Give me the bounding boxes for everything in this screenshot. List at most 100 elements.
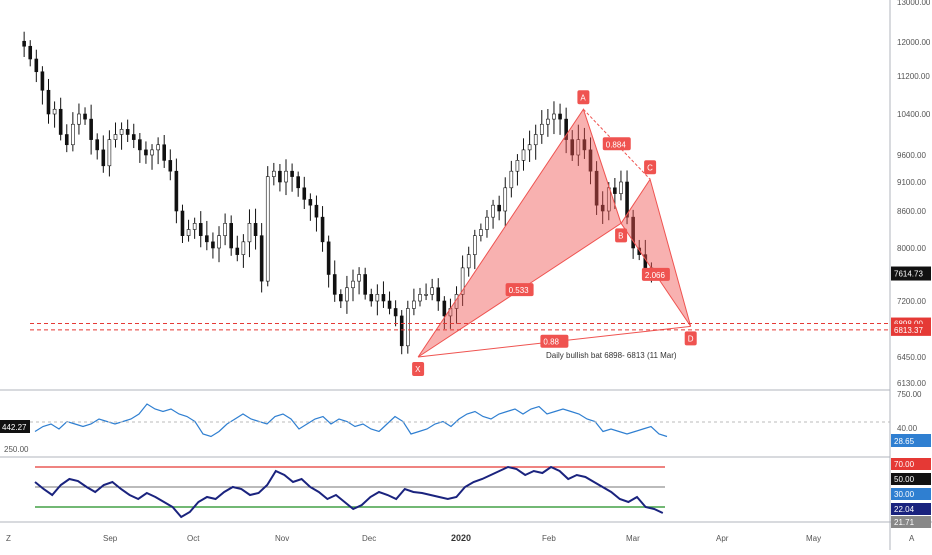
candle-body bbox=[192, 223, 197, 230]
candle-body bbox=[64, 134, 69, 146]
oscillator2: 70.00 50.00 30.00 22.04 21.71 bbox=[34, 458, 931, 528]
pattern-point-label: X bbox=[415, 365, 421, 374]
candle-body bbox=[296, 176, 300, 189]
oscillator2-line bbox=[34, 465, 664, 519]
candle-body bbox=[497, 204, 501, 212]
candle-body bbox=[77, 113, 81, 125]
time-label-sep: Sep bbox=[103, 534, 118, 543]
candle-body bbox=[479, 229, 483, 236]
timezone-button[interactable]: Z bbox=[6, 534, 11, 543]
candle-body bbox=[552, 113, 556, 120]
ratio-label: 2.066 bbox=[645, 271, 666, 280]
xab-triangle bbox=[417, 108, 622, 358]
candle-body bbox=[619, 181, 623, 194]
ratio-badge bbox=[505, 283, 534, 297]
candle-body bbox=[259, 235, 264, 282]
candle-body bbox=[83, 113, 87, 120]
osc2-axis-label: 50.00 bbox=[894, 475, 915, 484]
level-badge bbox=[891, 323, 931, 336]
osc2-axis-badge bbox=[891, 516, 931, 528]
candle-body bbox=[564, 118, 568, 140]
harmonic-pattern: X A B C D 0.533 0.884 2.066 0.88 bbox=[412, 90, 697, 376]
candle-body bbox=[34, 58, 39, 73]
osc2-axis-label: 30.00 bbox=[894, 490, 915, 499]
candle-body bbox=[186, 229, 191, 236]
price-tick-label: 11200.00 bbox=[897, 72, 930, 81]
candle-body bbox=[533, 134, 538, 146]
ratio-label: 0.884 bbox=[606, 140, 627, 149]
candle-body bbox=[241, 241, 246, 255]
candle-body bbox=[381, 294, 386, 302]
candle-body bbox=[466, 254, 471, 269]
last-price-label: 7614.73 bbox=[894, 270, 923, 279]
candle-body bbox=[326, 241, 331, 275]
time-label-dec: Dec bbox=[362, 534, 376, 543]
candle-body bbox=[89, 118, 93, 140]
candle-body bbox=[369, 294, 374, 302]
osc1-left-badge bbox=[0, 420, 30, 433]
candle-body bbox=[363, 274, 367, 295]
candle-body bbox=[631, 216, 635, 249]
candle-body bbox=[399, 315, 404, 347]
osc1-current-badge bbox=[891, 434, 931, 447]
candle-body bbox=[302, 187, 307, 200]
osc1-axis-label: 750.00 bbox=[897, 390, 922, 399]
candle-body bbox=[95, 139, 100, 151]
time-label-feb: Feb bbox=[542, 534, 556, 543]
axes: 13000.00 12000.00 11200.00 10400.00 9600.00 9… bbox=[897, 0, 931, 388]
osc1-current-label: 28.65 bbox=[894, 437, 915, 446]
oscillator1-line bbox=[34, 403, 668, 438]
candle-body bbox=[594, 170, 599, 206]
candle-body bbox=[521, 149, 526, 161]
osc1-axis-label: 250.00 bbox=[4, 445, 29, 454]
candle-body bbox=[198, 223, 203, 236]
level-label: 6813.37 bbox=[894, 326, 923, 335]
ratio-label: 0.88 bbox=[543, 338, 559, 347]
candle-body bbox=[527, 144, 532, 151]
ratio-label: 0.533 bbox=[509, 286, 530, 295]
osc2-axis-badge bbox=[891, 503, 931, 515]
price-tick-label: 9600.00 bbox=[897, 151, 926, 160]
candle-body bbox=[247, 223, 252, 243]
candle-body bbox=[588, 149, 593, 172]
pattern-point-label: B bbox=[618, 231, 623, 240]
candle-body bbox=[625, 181, 629, 218]
candle-body bbox=[229, 223, 233, 249]
osc2-axis-label: 70.00 bbox=[894, 460, 915, 469]
ratio-badge bbox=[602, 137, 631, 151]
price-tick-label: 9100.00 bbox=[897, 178, 926, 187]
osc2-axis-badge bbox=[891, 473, 931, 485]
pattern-point-c bbox=[644, 160, 657, 175]
candle-body bbox=[418, 294, 422, 302]
price-tick-label: 13000.00 bbox=[897, 0, 931, 7]
pattern-point-label: A bbox=[580, 93, 586, 102]
auto-scale-button[interactable]: A bbox=[909, 534, 915, 543]
candle-body bbox=[393, 308, 398, 317]
candle-body bbox=[138, 139, 142, 151]
candle-body bbox=[113, 134, 118, 140]
candle-body bbox=[442, 300, 447, 317]
ratio-badge bbox=[641, 267, 670, 281]
time-label-2020: 2020 bbox=[451, 533, 471, 543]
price-tick-label: 6130.00 bbox=[897, 379, 926, 388]
time-label-apr: Apr bbox=[716, 534, 729, 543]
time-label-nov: Nov bbox=[275, 534, 289, 543]
candle-body bbox=[332, 274, 337, 295]
osc1-axis-label: 40.00 bbox=[897, 424, 918, 433]
candle-body bbox=[308, 199, 313, 206]
candle-body bbox=[28, 45, 33, 60]
ratio-badge bbox=[540, 334, 569, 348]
pattern-point-a bbox=[577, 90, 590, 105]
candle-body bbox=[637, 247, 642, 255]
candle-body bbox=[217, 235, 221, 249]
candle-body bbox=[582, 139, 587, 151]
candle-body bbox=[235, 247, 240, 255]
candle-body bbox=[144, 149, 148, 156]
candle-body bbox=[375, 294, 380, 302]
candle-body bbox=[168, 160, 173, 172]
candle-body bbox=[606, 187, 611, 212]
candle-body bbox=[503, 187, 508, 212]
price-tick-label: 8600.00 bbox=[897, 207, 926, 216]
